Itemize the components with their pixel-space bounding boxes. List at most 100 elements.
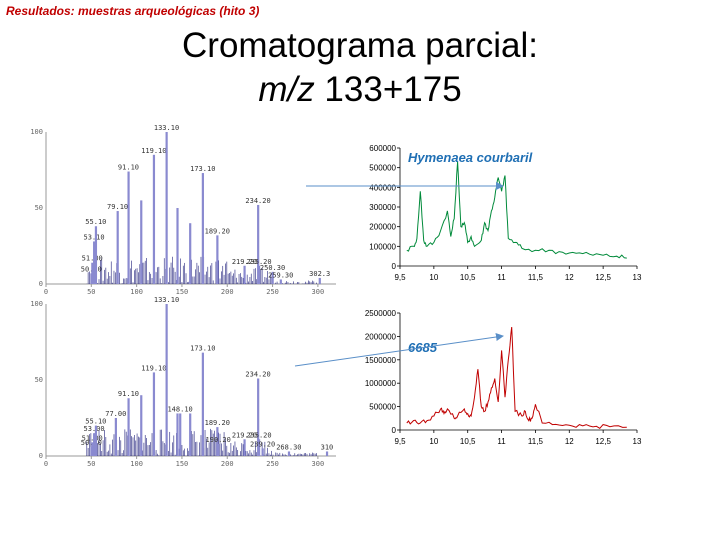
ms1-peak-label: 91.10 (118, 164, 139, 172)
ms1-peak-label: 189.20 (205, 227, 230, 235)
ms2-peak-bar (94, 425, 98, 456)
ms1-x-tick: 150 (176, 288, 189, 296)
ms2-peak-bar (257, 378, 260, 456)
chrom1-x-tick: 10,5 (460, 273, 476, 282)
chrom1-y-tick: 100000 (369, 242, 396, 251)
chrom1-x-tick: 10 (429, 273, 438, 282)
ms2-peak-label: 310 (321, 443, 334, 451)
chrom2-y-tick: 2500000 (365, 309, 397, 318)
chrom1-x-tick: 11 (497, 273, 506, 282)
ms2-peak-bar (257, 439, 261, 456)
ms2-peak-label: 51.00 (82, 434, 103, 442)
chrom2-x-tick: 10,5 (460, 437, 476, 446)
chrom2-trace (406, 326, 627, 429)
ms2-peak-label: 119.10 (141, 364, 166, 372)
slide-title: Cromatograma parcial: m/z 133+175 (0, 24, 720, 112)
ms2-peak-label: 235.20 (246, 431, 271, 439)
ms2-peak-label: 173.10 (190, 345, 215, 353)
ms2-peak-bar (91, 442, 94, 456)
chrom1-y-tick: 600000 (369, 144, 396, 153)
ms2-peak-bar (140, 395, 143, 456)
ms2-peak-label: 77.00 (105, 410, 126, 418)
ms2-peak-label: 133.10 (154, 296, 179, 304)
ms1-x-tick: 0 (44, 288, 48, 296)
ms1-peak-bar (127, 171, 130, 284)
ms1-peak-bar (201, 173, 204, 284)
chrom2-x-tick: 9,5 (394, 437, 406, 446)
ms1-peak-bar (257, 204, 260, 284)
chrom2-y-tick: 2000000 (365, 332, 397, 341)
chrom2-x-tick: 11 (497, 437, 506, 446)
chrom2-x-tick: 13 (633, 437, 642, 446)
ms1-peak-bar (216, 235, 219, 284)
chrom2-x-tick: 12 (565, 437, 574, 446)
ms1-peak-bar (165, 132, 168, 284)
ms2-peak-bar (93, 433, 96, 456)
chrom1-y-tick: 500000 (369, 164, 396, 173)
ms2-peak-label: 219.20 (232, 431, 257, 439)
ms2-peak-label: 189.20 (205, 419, 230, 427)
ms1-peak-bar (318, 277, 321, 284)
ms1-peak-bar (176, 208, 179, 284)
ms2-peak-label: 234.20 (245, 370, 270, 378)
chrom2-x-tick: 10 (429, 437, 438, 446)
chrom2-y-tick: 500000 (369, 403, 396, 412)
ms2-x-tick: 0 (44, 460, 48, 468)
chrom1-x-tick: 9,5 (394, 273, 406, 282)
chrom1-x-tick: 12,5 (595, 273, 611, 282)
ms2-x-tick: 200 (221, 460, 234, 468)
chrom1-sample-label: Hymenaea courbaril (408, 150, 533, 165)
ms2-y-tick: 50 (35, 376, 43, 384)
ms2-peak-label: 55.10 (85, 418, 106, 426)
title-mz: m/z (258, 70, 315, 109)
ms2-peak-bar (217, 443, 220, 456)
ms2-peak-label: 91.10 (118, 390, 139, 398)
ms1-y-tick: 0 (39, 280, 43, 288)
title-mass-values: 133+175 (314, 70, 462, 109)
ms1-peak-label: 51.00 (82, 255, 103, 263)
chrom1-x-tick: 11,5 (528, 273, 544, 282)
ms1-peak-bar (271, 271, 274, 284)
chrom1-y-tick: 0 (392, 262, 397, 271)
ms2-x-tick: 250 (266, 460, 279, 468)
chrom1-trace (406, 161, 627, 259)
ms2-peak-label: 268.30 (276, 443, 301, 451)
chrom2-x-tick: 11,5 (528, 437, 544, 446)
ms1-peak-label: 235.20 (246, 258, 271, 266)
ms2-peak-bar (114, 418, 117, 456)
ms2-peak-bar (325, 451, 329, 456)
ms2-x-tick: 50 (87, 460, 95, 468)
ms1-peak-label: 302.3 (309, 270, 330, 278)
ms1-x-tick: 50 (87, 288, 95, 296)
ms2-peak-label: 190.20 (206, 436, 231, 444)
chrom2-y-tick: 1000000 (365, 379, 397, 388)
arrow-to-chrom2 (294, 333, 504, 367)
ms2-y-tick: 0 (39, 452, 43, 460)
ms2-peak-bar (176, 413, 179, 456)
slide-header: Resultados: muestras arqueológicas (hito… (6, 4, 260, 18)
ms1-peak-bar (243, 265, 246, 284)
ms1-peak-bar (93, 241, 96, 284)
ms1-peak-bar (279, 279, 282, 284)
ms1-peak-bar (189, 223, 192, 284)
ms2-peak-bar (261, 448, 264, 456)
ms1-x-tick: 300 (312, 288, 325, 296)
ms2-peak-bar (165, 304, 168, 456)
ms2-x-tick: 300 (312, 460, 325, 468)
ms2-peak-bar (216, 427, 219, 456)
ms1-peak-bar (94, 226, 98, 284)
ms1-peak-label: 53.10 (83, 233, 104, 241)
ms2-peak-bar (201, 352, 204, 456)
ms1-peak-bar (140, 200, 143, 284)
ms2-peak-bar (127, 398, 130, 456)
chrom1-x-tick: 13 (633, 273, 642, 282)
chrom1-y-tick: 300000 (369, 203, 396, 212)
chrom2-y-tick: 0 (392, 426, 397, 435)
ms1-peak-bar (116, 211, 119, 284)
ms2-peak-bar (189, 413, 192, 456)
ms1-peak-label: 133.10 (154, 124, 179, 132)
ms1-peak-bar (152, 154, 156, 284)
chrom1-y-tick: 400000 (369, 183, 396, 192)
ms1-y-tick: 100 (30, 128, 43, 136)
